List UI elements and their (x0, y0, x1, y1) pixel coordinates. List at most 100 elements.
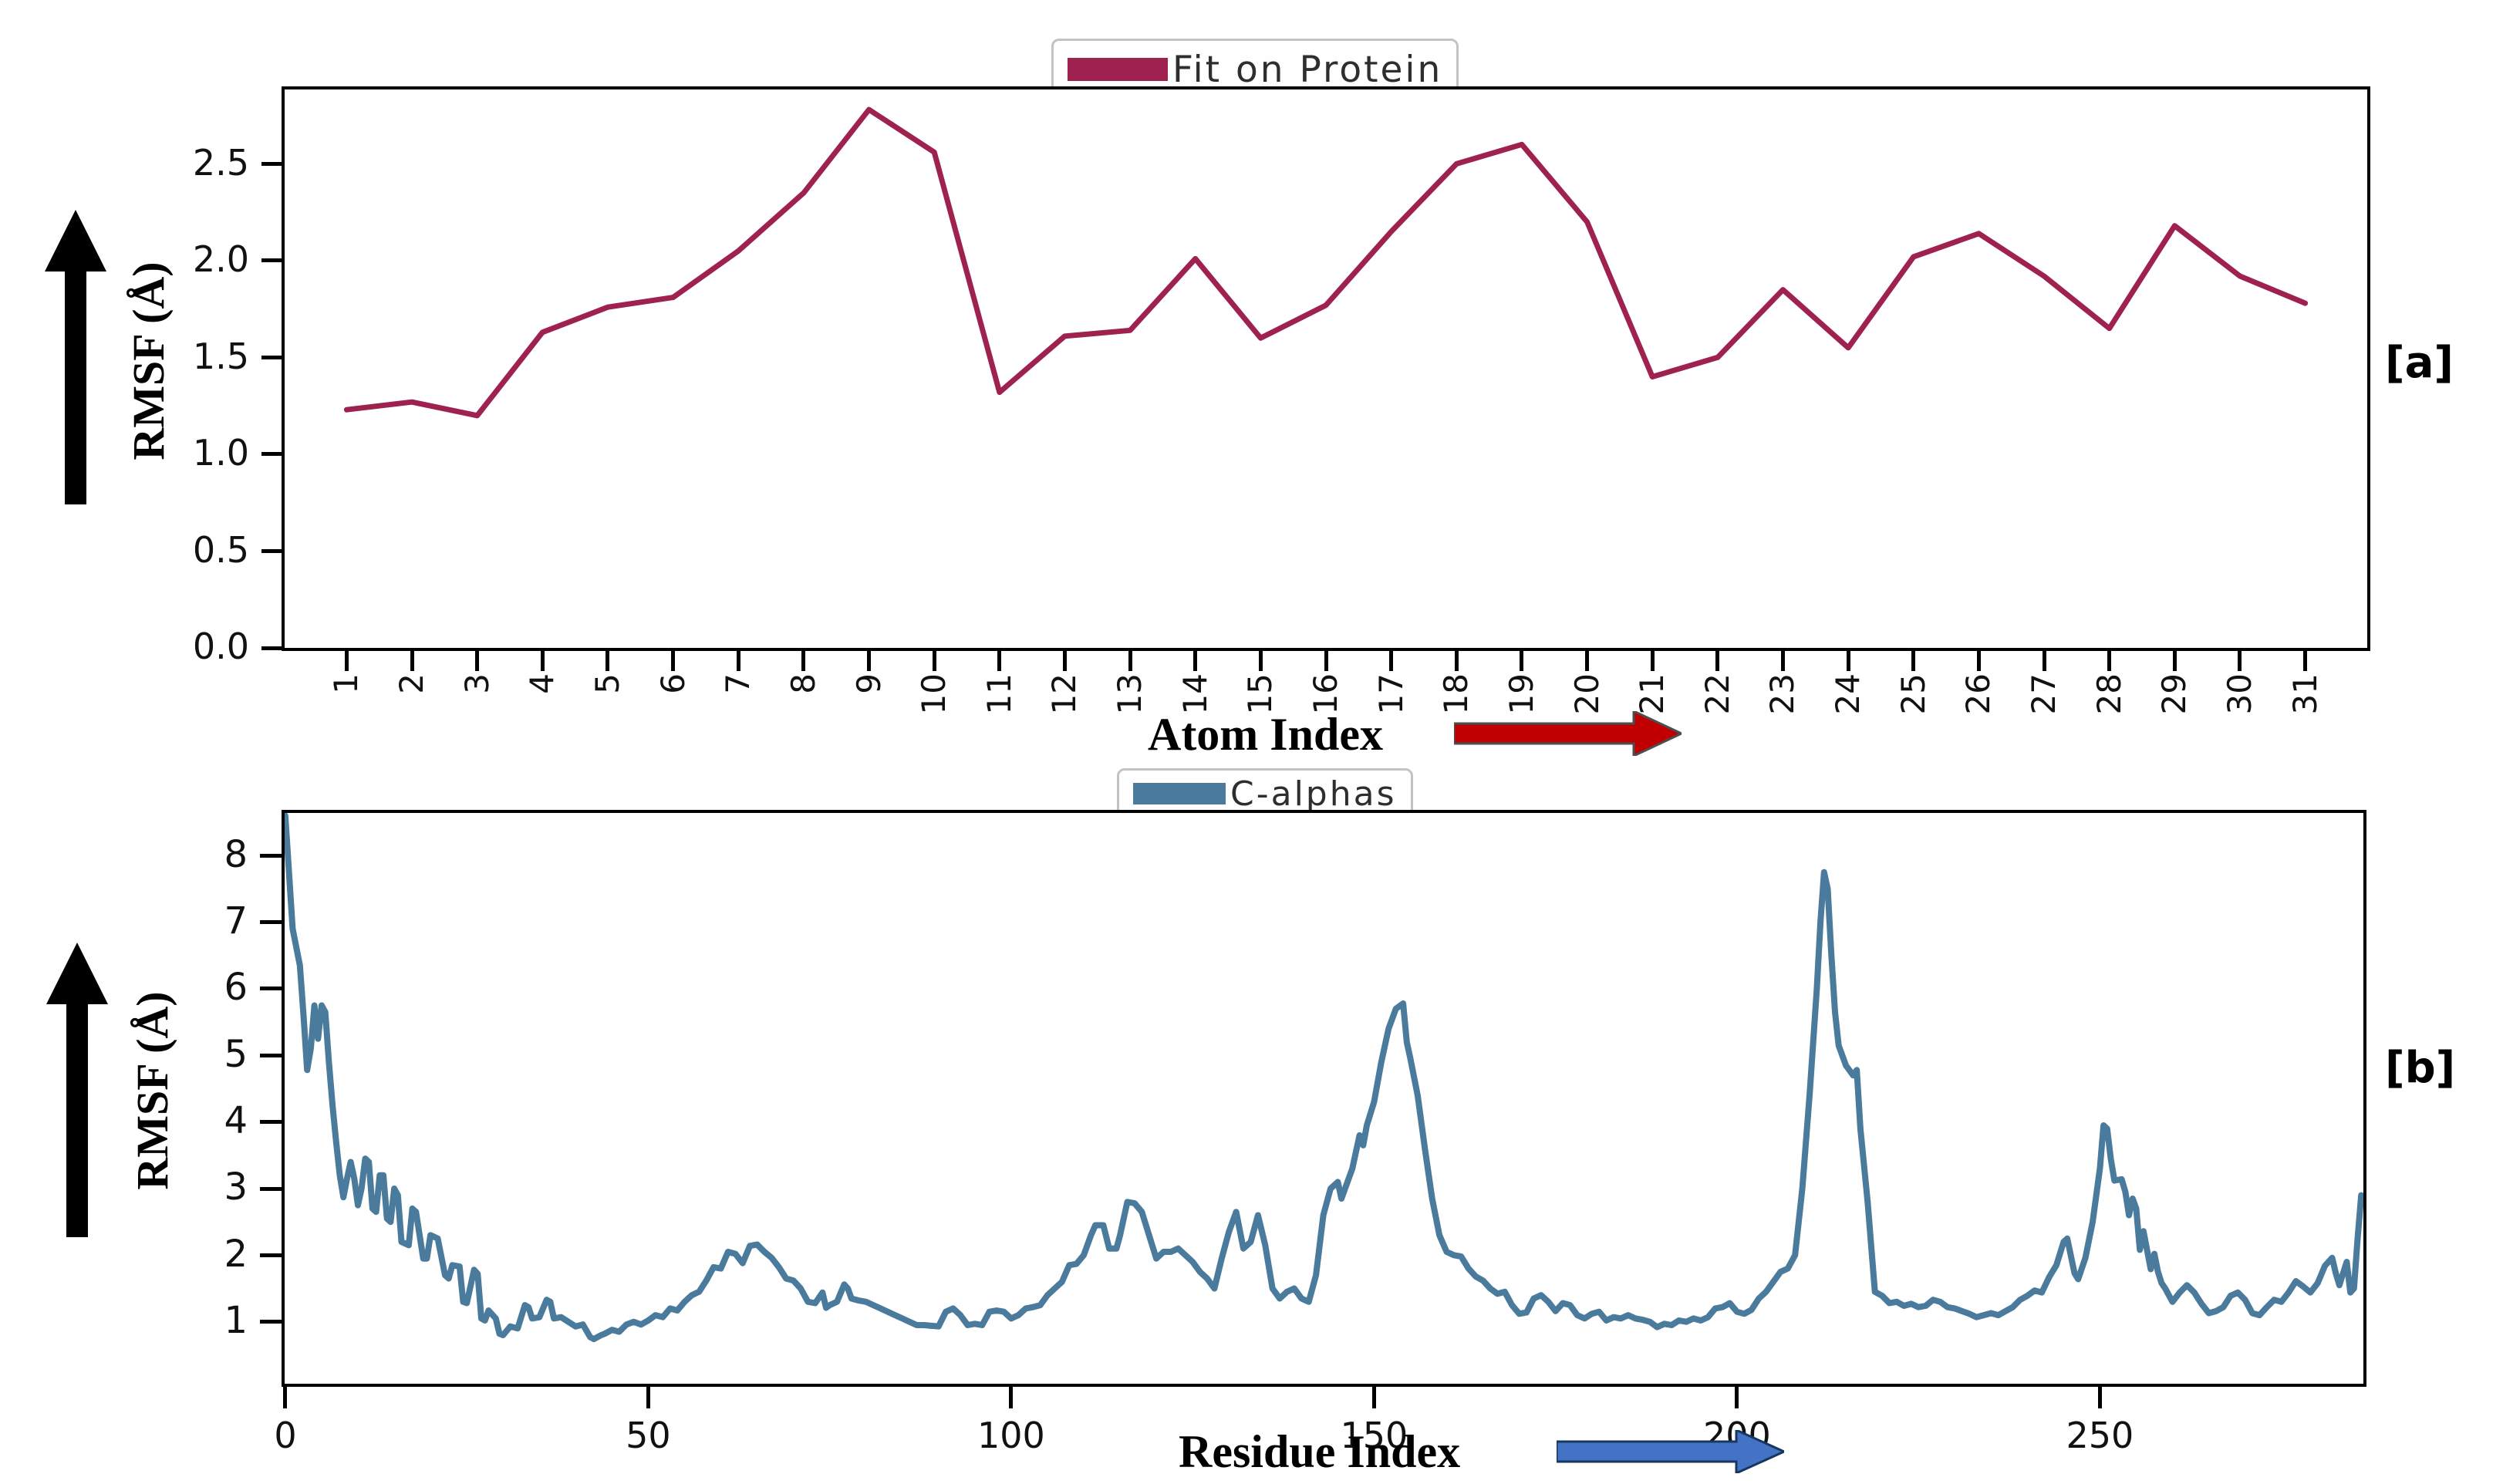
x-tick-mark (1715, 651, 1720, 671)
legend-a-swatch (1068, 58, 1168, 81)
x-tick-label: 29 (2155, 673, 2194, 715)
x-tick-mark (867, 651, 872, 671)
x-tick-mark (1258, 651, 1263, 671)
chart-a-plot-area: 0.0 0.5 1.0 1.5 2.0 2.5 1 2 3 4 5 6 7 8 9 10 11 12 13 14 15 1… (193, 86, 2370, 714)
chart-b-ylabel: RMSF (Å) (127, 991, 177, 1190)
y-tick-mark (261, 355, 282, 359)
x-tick-label: 23 (1763, 673, 1802, 715)
y-tick-mark (260, 1253, 282, 1257)
up-arrow-icon-a (45, 210, 106, 504)
x-tick-label: 31 (2285, 673, 2324, 715)
y-tick-label: 3 (224, 1165, 248, 1209)
x-tick-label: 250 (2066, 1415, 2134, 1456)
x-tick-mark (540, 651, 545, 671)
chart-a-xlabel: Atom Index (1148, 709, 1384, 760)
x-tick-mark (1454, 651, 1459, 671)
x-tick-label: 6 (653, 673, 692, 694)
x-tick-label: 100 (977, 1415, 1045, 1456)
y-tick-mark (260, 1186, 282, 1191)
x-tick-mark (2042, 651, 2046, 671)
series-line-b (285, 813, 2363, 1343)
x-tick-mark (475, 651, 480, 671)
x-tick-mark (2238, 651, 2242, 671)
y-tick-label: 2.5 (192, 141, 249, 184)
chart-b-xlabel: Residue Index (1179, 1426, 1461, 1477)
x-tick-mark (736, 651, 740, 671)
x-tick-mark (1193, 651, 1198, 671)
y-tick-label: 5 (224, 1032, 248, 1076)
y-tick-label: 7 (224, 899, 248, 943)
panel-label-b: [b] (2385, 1043, 2456, 1093)
x-tick-label: 8 (784, 673, 822, 694)
x-tick-mark (2097, 1387, 2102, 1408)
y-tick-label: 6 (224, 966, 248, 1010)
series-line-a (343, 106, 2309, 419)
y-tick-label: 1.5 (192, 335, 249, 377)
right-arrow-icon-red (1454, 711, 1682, 756)
x-tick-mark (2303, 651, 2308, 671)
x-tick-mark (932, 651, 936, 671)
x-tick-mark (1780, 651, 1785, 671)
x-tick-mark (671, 651, 676, 671)
x-tick-label: 28 (2090, 673, 2128, 715)
x-tick-label: 24 (1829, 673, 1867, 715)
panel-label-a: [a] (2385, 338, 2454, 388)
x-tick-mark (1324, 651, 1328, 671)
x-tick-mark (2107, 651, 2112, 671)
x-tick-label: 3 (457, 673, 496, 694)
x-tick-mark (1650, 651, 1655, 671)
x-tick-mark (1735, 1387, 1739, 1408)
y-tick-mark (260, 1053, 282, 1057)
x-tick-label: 4 (523, 673, 562, 694)
y-tick-mark (261, 548, 282, 553)
x-tick-mark (1911, 651, 1916, 671)
x-tick-mark (410, 651, 414, 671)
y-tick-label: 8 (224, 832, 248, 876)
y-tick-mark (260, 853, 282, 858)
x-tick-label: 27 (2025, 673, 2063, 715)
y-tick-mark (261, 646, 282, 650)
x-tick-label: 30 (2220, 673, 2258, 715)
x-tick-mark (801, 651, 806, 671)
x-tick-mark (1062, 651, 1067, 671)
x-tick-mark (646, 1387, 650, 1408)
y-tick-mark (261, 161, 282, 166)
x-tick-label: 9 (849, 673, 888, 694)
y-tick-label: 1 (224, 1298, 248, 1342)
x-tick-label: 2 (393, 673, 431, 694)
x-tick-label: 22 (1698, 673, 1736, 715)
x-tick-label: 0 (274, 1415, 297, 1456)
legend-b-label: C-alphas (1230, 774, 1397, 814)
x-tick-label: 1 (327, 673, 366, 694)
x-tick-label: 13 (1111, 673, 1149, 715)
x-tick-mark (344, 651, 349, 671)
chart-a-ylabel: RMSF (Å) (123, 261, 174, 460)
x-tick-mark (1009, 1387, 1014, 1408)
x-tick-label: 25 (1894, 673, 1932, 715)
x-tick-mark (606, 651, 610, 671)
right-arrow-icon-blue (1557, 1430, 1784, 1473)
y-tick-mark (260, 920, 282, 925)
chart-b-plot-area: 12345678050100150200250 (224, 810, 2366, 1456)
x-tick-mark (1846, 651, 1850, 671)
x-tick-label: 150 (1340, 1415, 1408, 1456)
x-tick-mark (1976, 651, 1981, 671)
y-tick-mark (260, 1120, 282, 1125)
x-tick-mark (2172, 651, 2177, 671)
y-tick-label: 0.0 (192, 626, 249, 668)
legend-a-label: Fit on Protein (1172, 48, 1443, 91)
x-tick-mark (1520, 651, 1524, 671)
y-tick-label: 0.5 (192, 528, 249, 571)
x-tick-mark (997, 651, 1002, 671)
y-tick-label: 1.0 (192, 432, 249, 474)
x-tick-mark (1389, 651, 1394, 671)
x-tick-label: 7 (719, 673, 757, 694)
x-tick-label: 26 (1959, 673, 1998, 715)
y-tick-label: 2.0 (192, 238, 249, 281)
y-tick-label: 4 (224, 1098, 248, 1142)
y-tick-mark (260, 1320, 282, 1324)
x-tick-mark (1128, 651, 1132, 671)
x-tick-label: 12 (1045, 673, 1084, 715)
x-tick-label: 50 (626, 1415, 671, 1456)
